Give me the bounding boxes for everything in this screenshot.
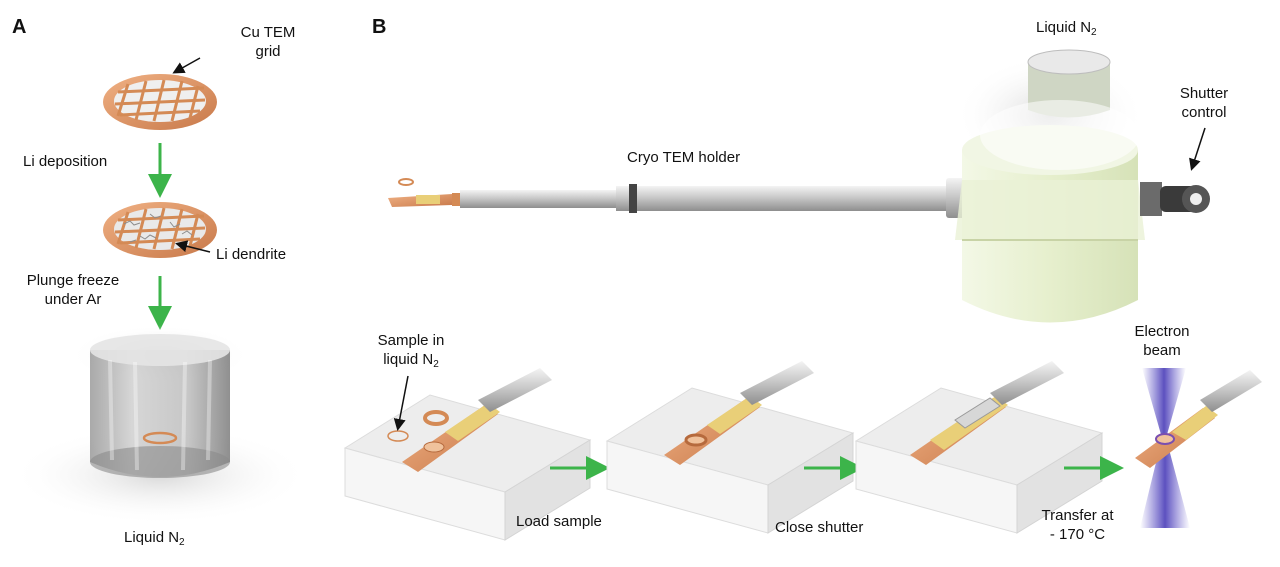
li-dendrite-grid <box>103 202 217 258</box>
panel-label-a: A <box>12 16 27 38</box>
dendrite-label: Li dendrite <box>216 246 287 263</box>
beam-line2: beam <box>1143 342 1181 359</box>
shutter-line2: control <box>1181 104 1227 121</box>
stage-load-sample <box>605 361 855 534</box>
stage-electron-beam <box>1135 368 1262 528</box>
electron-beam-label: Electron beam <box>1126 322 1198 360</box>
liquid-n2-label: Liquid N2 <box>1036 19 1097 38</box>
transfer-line1: Transfer at <box>1041 507 1114 524</box>
shutter-control-label: Shutter control <box>1174 84 1234 122</box>
holder-cryo-body <box>955 49 1210 323</box>
step-close-shutter: Close shutter <box>775 519 864 536</box>
step-load-sample: Load sample <box>516 513 602 530</box>
shutter-pointer-arrow <box>1189 127 1206 171</box>
grid-pointer-arrow <box>172 57 201 74</box>
dendrite-pointer-arrow <box>175 240 211 253</box>
sample-line1: Sample in <box>377 332 445 349</box>
cryo-tem-holder <box>388 178 968 218</box>
stage-close-shutter <box>854 361 1104 534</box>
shutter-line1: Shutter <box>1179 85 1229 102</box>
plunge-line2: under Ar <box>44 291 102 308</box>
transfer-line2: - 170 °C <box>1049 526 1106 543</box>
holder-label: Cryo TEM holder <box>627 149 741 166</box>
sample-line2: liquid N2 <box>383 351 439 370</box>
plunge-line1: Plunge freeze <box>26 272 120 289</box>
sample-in-ln2-label: Sample in liquid N2 <box>368 331 454 370</box>
step-li-deposition: Li deposition <box>23 153 108 170</box>
liquid-n2-dewar <box>10 325 310 525</box>
panel-label-b: B <box>372 16 387 38</box>
dewar-label: Liquid N2 <box>124 529 185 548</box>
step-plunge-freeze: Plunge freeze under Ar <box>8 271 138 309</box>
grid-label-line2: grid <box>255 43 281 60</box>
step-transfer: Transfer at - 170 °C <box>1030 506 1125 544</box>
grid-label-line1: Cu TEM <box>240 24 296 41</box>
cu-tem-grid <box>103 74 217 130</box>
sample-pointer-arrow <box>393 375 409 431</box>
beam-line1: Electron <box>1134 323 1190 340</box>
grid-label: Cu TEM grid <box>228 23 308 61</box>
